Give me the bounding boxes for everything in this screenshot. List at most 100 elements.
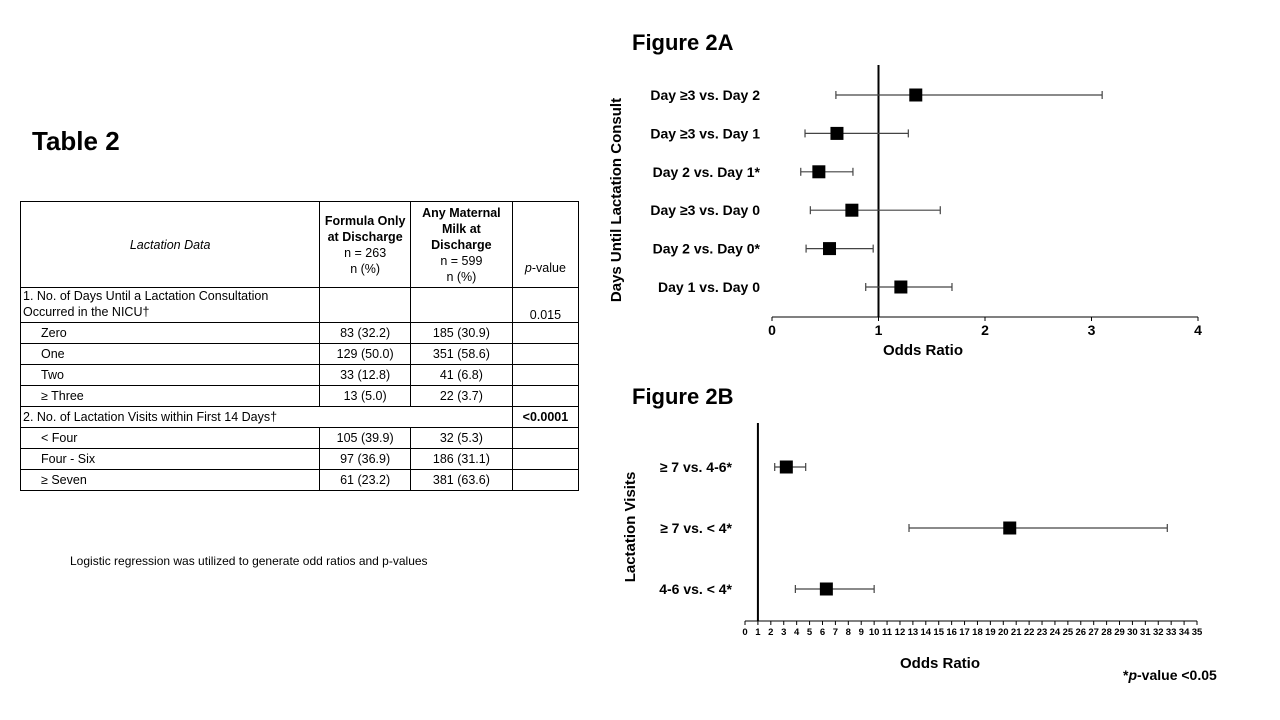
x-tick-label: 26 bbox=[1075, 627, 1086, 638]
row-milk: 41 (6.8) bbox=[409, 364, 513, 386]
x-tick-label: 2 bbox=[768, 627, 773, 638]
x-tick-label: 21 bbox=[1011, 627, 1022, 638]
header-milk-line2: Milk at bbox=[441, 221, 481, 236]
x-tick-label: 29 bbox=[1114, 627, 1125, 638]
odds-ratio-marker bbox=[909, 88, 923, 102]
section1-header-row: 1. No. of Days Until a Lactation Consult… bbox=[19, 287, 580, 323]
row-label: One bbox=[19, 343, 321, 365]
row-milk: 22 (3.7) bbox=[409, 385, 513, 407]
figure-2a-title: Figure 2A bbox=[632, 30, 734, 55]
row-pvalue bbox=[511, 364, 580, 386]
row-pvalue bbox=[511, 469, 580, 491]
table-header-row: Lactation Data Formula Only at Discharge… bbox=[19, 201, 580, 288]
odds-ratio-marker bbox=[894, 280, 908, 294]
row-milk: 351 (58.6) bbox=[409, 343, 513, 365]
x-tick-label: 33 bbox=[1166, 627, 1177, 638]
section1-label-line1: 1. No. of Days Until a Lactation Consult… bbox=[23, 289, 269, 303]
x-tick-label: 3 bbox=[781, 627, 786, 638]
table-row: ≥ Three 13 (5.0) 22 (3.7) bbox=[19, 385, 580, 407]
category-label: Day ≥3 vs. Day 2 bbox=[650, 87, 760, 103]
x-tick-label: 19 bbox=[985, 627, 996, 638]
odds-ratio-marker bbox=[1003, 521, 1017, 535]
header-formula-only: Formula Only at Discharge n = 263 n (%) bbox=[319, 201, 411, 288]
x-tick-label: 17 bbox=[959, 627, 970, 638]
x-tick-label: 11 bbox=[882, 627, 893, 638]
table-row: One 129 (50.0) 351 (58.6) bbox=[19, 343, 580, 365]
x-tick-label: 24 bbox=[1050, 627, 1061, 638]
x-tick-label: 23 bbox=[1037, 627, 1048, 638]
x-tick-label: 4 bbox=[794, 627, 800, 638]
row-pvalue bbox=[511, 343, 580, 365]
table-row: Two 33 (12.8) 41 (6.8) bbox=[19, 364, 580, 386]
table-title: Table 2 bbox=[32, 126, 120, 156]
x-tick-label: 16 bbox=[946, 627, 957, 638]
x-tick-label: 31 bbox=[1140, 627, 1151, 638]
header-pvalue-p: p bbox=[524, 261, 532, 275]
row-pvalue bbox=[511, 427, 580, 449]
section2-pvalue: <0.0001 bbox=[511, 406, 580, 428]
row-milk: 186 (31.1) bbox=[409, 448, 513, 470]
x-axis-title: Odds Ratio bbox=[900, 655, 980, 672]
x-tick-label: 25 bbox=[1063, 627, 1074, 638]
row-label: < Four bbox=[19, 427, 321, 449]
figure-2b-title: Figure 2B bbox=[632, 384, 734, 409]
category-label: Day 2 vs. Day 1* bbox=[653, 164, 761, 180]
x-tick-label: 9 bbox=[859, 627, 864, 638]
x-tick-label: 0 bbox=[742, 627, 747, 638]
row-label: ≥ Seven bbox=[19, 469, 321, 491]
x-tick-label: 28 bbox=[1101, 627, 1112, 638]
row-milk: 32 (5.3) bbox=[409, 427, 513, 449]
x-tick-label: 1 bbox=[875, 322, 883, 338]
x-tick-label: 27 bbox=[1088, 627, 1099, 638]
table-row: Four - Six 97 (36.9) 186 (31.1) bbox=[19, 448, 580, 470]
row-label: Four - Six bbox=[19, 448, 321, 470]
category-label: 4-6 vs. < 4* bbox=[659, 581, 732, 597]
row-label: Zero bbox=[19, 322, 321, 344]
x-tick-label: 32 bbox=[1153, 627, 1164, 638]
section1-pvalue: 0.015 bbox=[511, 287, 580, 323]
header-pvalue: p-value bbox=[511, 201, 580, 288]
y-axis-title: Days Until Lactation Consult bbox=[608, 98, 625, 302]
table-row: ≥ Seven 61 (23.2) 381 (63.6) bbox=[19, 469, 580, 491]
x-tick-label: 14 bbox=[921, 627, 932, 638]
table-row: < Four 105 (39.9) 32 (5.3) bbox=[19, 427, 580, 449]
row-label: Two bbox=[19, 364, 321, 386]
odds-ratio-marker bbox=[830, 126, 844, 140]
category-label: Day ≥3 vs. Day 0 bbox=[650, 202, 760, 218]
header-milk-line3: Discharge bbox=[431, 237, 492, 252]
x-tick-label: 20 bbox=[998, 627, 1009, 638]
lactation-table: Lactation Data Formula Only at Discharge… bbox=[19, 201, 580, 491]
x-tick-label: 15 bbox=[933, 627, 944, 638]
header-formula-n: n = 263 bbox=[344, 245, 387, 260]
footnote-star: * bbox=[1123, 667, 1129, 683]
significance-footnote: *p-value <0.05 bbox=[1123, 667, 1217, 683]
row-formula: 129 (50.0) bbox=[319, 343, 411, 365]
category-label: Day ≥3 vs. Day 1 bbox=[650, 125, 760, 141]
header-pvalue-rest: -value bbox=[531, 261, 566, 275]
footnote-rest: -value <0.05 bbox=[1137, 667, 1217, 683]
row-label: ≥ Three bbox=[19, 385, 321, 407]
section1-label: 1. No. of Days Until a Lactation Consult… bbox=[19, 287, 321, 323]
section1-empty-milk bbox=[409, 287, 513, 323]
row-formula: 13 (5.0) bbox=[319, 385, 411, 407]
x-tick-label: 7 bbox=[833, 627, 838, 638]
header-formula-line2: at Discharge bbox=[327, 229, 403, 244]
header-maternal-milk: Any Maternal Milk at Discharge n = 599 n… bbox=[409, 201, 513, 288]
section1-label-line2: Occurred in the NICU† bbox=[23, 305, 150, 319]
x-tick-label: 22 bbox=[1024, 627, 1035, 638]
row-formula: 83 (32.2) bbox=[319, 322, 411, 344]
x-tick-label: 0 bbox=[768, 322, 776, 338]
x-tick-label: 4 bbox=[1194, 322, 1202, 338]
header-milk-unit: n (%) bbox=[446, 269, 477, 284]
odds-ratio-marker bbox=[819, 582, 833, 596]
category-label: ≥ 7 vs. 4-6* bbox=[660, 459, 733, 475]
odds-ratio-marker bbox=[779, 460, 793, 474]
row-formula: 61 (23.2) bbox=[319, 469, 411, 491]
header-formula-line1: Formula Only bbox=[324, 213, 406, 228]
x-tick-label: 8 bbox=[846, 627, 851, 638]
header-formula-unit: n (%) bbox=[350, 261, 381, 276]
x-tick-label: 13 bbox=[908, 627, 919, 638]
odds-ratio-marker bbox=[823, 242, 837, 256]
figure-2b-forest-plot: 0 1 2 3 4 5 6 7 8 9 10 11 12 13 14 15 16 17 18 19 20 21 22 23 24… bbox=[622, 423, 1203, 672]
row-pvalue bbox=[511, 322, 580, 344]
